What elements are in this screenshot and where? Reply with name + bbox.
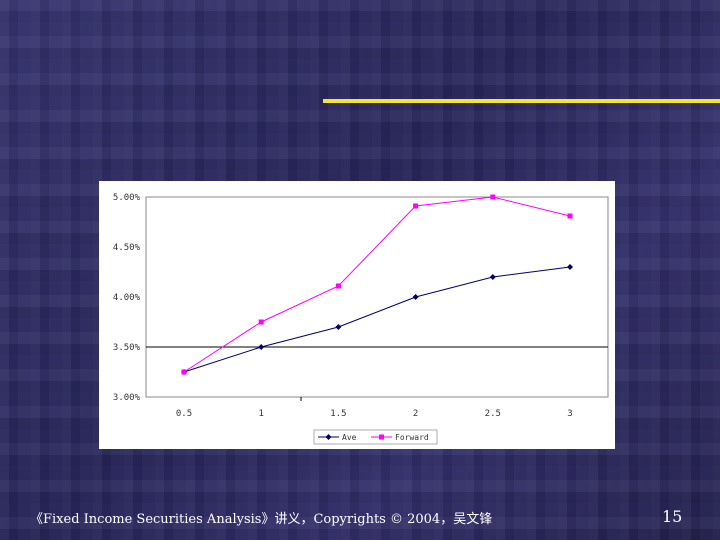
data-point-ave	[489, 274, 496, 280]
y-tick-label: 4.00%	[113, 293, 141, 303]
series-line-forward	[183, 196, 571, 373]
data-point-ave	[335, 324, 342, 330]
x-tick-label: 0.5	[176, 409, 192, 419]
footer-copyright: 《Fixed Income Securities Analysis》讲义，Cop…	[30, 512, 493, 527]
data-point-forward	[490, 194, 496, 200]
y-tick-label: 5.00%	[113, 193, 141, 203]
page-number: 15	[662, 507, 683, 526]
data-point-forward	[258, 319, 264, 325]
chart-panel: 3.00% 3.50% 4.00% 4.50% 5.00% 0.5 1 1.5 2 2.5 3 A…	[99, 181, 615, 449]
data-point-ave	[412, 294, 419, 300]
series-line-ave	[183, 266, 571, 373]
x-tick-label: 2.5	[485, 409, 501, 419]
legend-label-forward: Forward	[395, 433, 429, 442]
plot-area	[145, 196, 609, 398]
x-tick-label: 1	[258, 409, 263, 419]
x-tick-label: 2	[413, 409, 418, 419]
title-accent-bar	[323, 99, 720, 103]
legend-label-ave: Ave	[342, 433, 357, 442]
x-tick-label: 3	[567, 409, 572, 419]
chart-legend: Ave Forward	[313, 429, 438, 445]
data-point-ave	[567, 264, 573, 270]
data-point-forward	[335, 283, 341, 289]
data-point-forward	[413, 203, 419, 209]
data-point-forward	[567, 213, 573, 219]
data-point-forward	[181, 369, 187, 375]
y-tick-label: 4.50%	[113, 243, 141, 253]
y-tick-label: 3.00%	[113, 393, 141, 403]
y-tick-label: 3.50%	[113, 343, 141, 353]
legend-marker-forward	[379, 434, 384, 440]
data-point-ave	[258, 344, 265, 350]
legend-marker-ave	[325, 434, 332, 440]
x-tick-label: 1.5	[330, 409, 346, 419]
line-chart: 3.00% 3.50% 4.00% 4.50% 5.00% 0.5 1 1.5 2 2.5 3 A…	[113, 193, 609, 445]
